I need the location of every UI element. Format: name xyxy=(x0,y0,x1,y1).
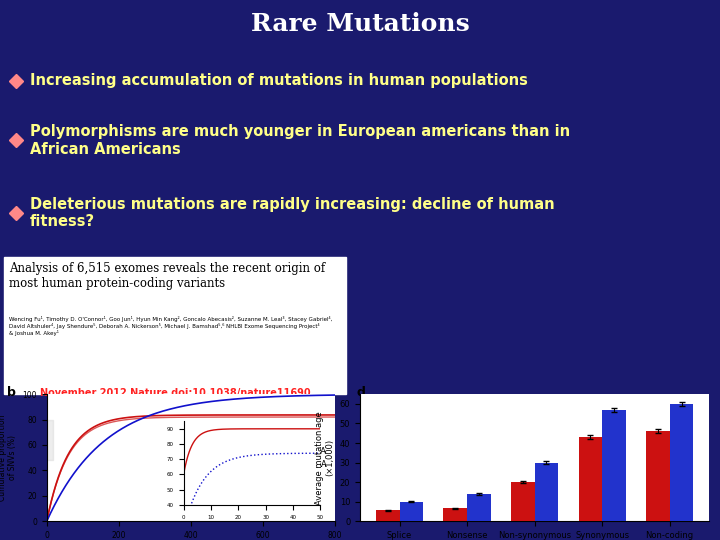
Bar xyxy=(511,482,534,521)
Text: d: d xyxy=(356,386,365,399)
Bar xyxy=(646,431,670,521)
Y-axis label: Average mutation age
(×1,000): Average mutation age (×1,000) xyxy=(315,411,334,504)
Bar xyxy=(467,494,491,521)
Text: Rare Mutations: Rare Mutations xyxy=(251,12,469,36)
Text: Polymorphisms are much younger in European americans than in
African Americans: Polymorphisms are much younger in Europe… xyxy=(30,124,570,157)
FancyBboxPatch shape xyxy=(4,256,346,394)
Text: Analysis of 6,515 exomes reveals the recent origin of
most human protein-coding : Analysis of 6,515 exomes reveals the rec… xyxy=(9,262,325,290)
Text: November 2012 Nature doi:10.1038/nature11690: November 2012 Nature doi:10.1038/nature1… xyxy=(40,388,310,398)
Y-axis label: Cumulative proportion
of SNVs (%): Cumulative proportion of SNVs (%) xyxy=(0,414,17,501)
Bar xyxy=(444,509,467,521)
Legend: EA, AA: EA, AA xyxy=(293,443,330,472)
Bar xyxy=(376,510,400,521)
Text: b: b xyxy=(7,386,16,399)
Text: Wencing Fu¹, Timothy D. O'Connor¹, Goo Jun¹, Hyun Min Kang², Goncalo Abecasis², : Wencing Fu¹, Timothy D. O'Connor¹, Goo J… xyxy=(9,316,332,336)
Bar xyxy=(602,410,626,521)
Bar xyxy=(578,437,602,521)
Bar xyxy=(534,463,558,521)
Bar xyxy=(670,404,693,521)
Bar xyxy=(400,502,423,521)
Text: Increasing accumulation of mutations in human populations: Increasing accumulation of mutations in … xyxy=(30,73,528,89)
Text: Deleterious mutations are rapidly increasing: decline of human
fitness?: Deleterious mutations are rapidly increa… xyxy=(30,197,555,230)
